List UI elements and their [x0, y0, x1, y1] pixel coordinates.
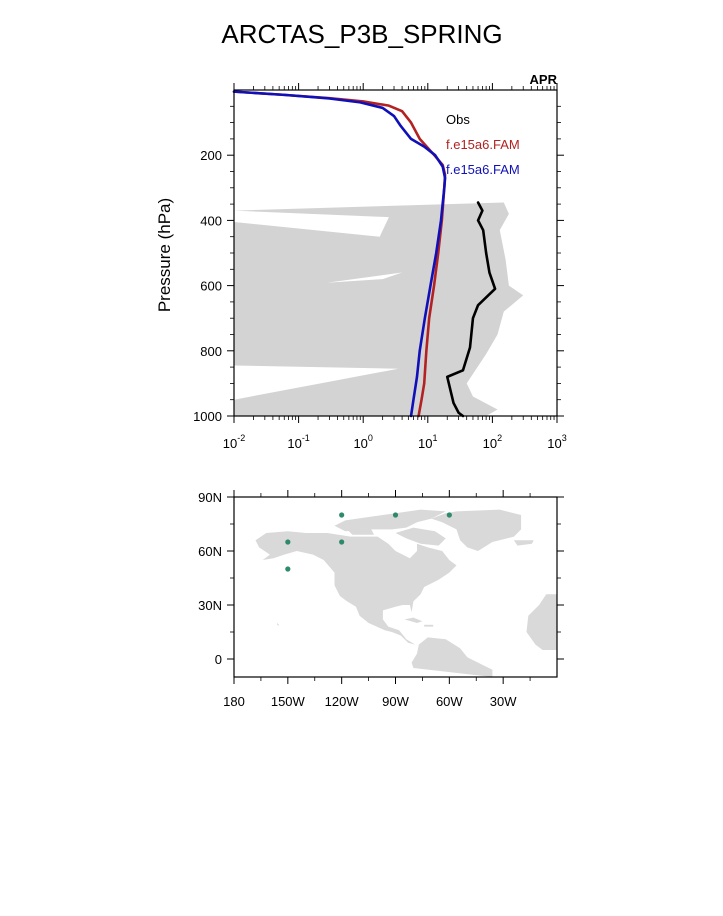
corner-label: APR	[530, 72, 558, 87]
landmass-8	[404, 617, 423, 623]
map-ticks: 180 150W 120W 90W 60W 30W 90N 60N 30N 0	[198, 490, 564, 709]
map-lon-label-1: 150W	[271, 694, 306, 709]
x-tick-label-3: 101	[418, 433, 437, 451]
x-tick-label-4: 102	[483, 433, 502, 451]
y-tick-label-4: 1000	[193, 409, 222, 424]
land-layer	[255, 509, 557, 677]
legend-entry-0: Obs	[446, 112, 470, 127]
spread-band-layer	[234, 202, 524, 416]
legend: Obs f.e15a6.FAM f.e15a6.FAM	[446, 112, 520, 177]
y-tick-label-3: 800	[200, 344, 222, 359]
y-tick-label-2: 600	[200, 279, 222, 294]
map-lon-label-2: 120W	[325, 694, 360, 709]
map-lat-label-3: 0	[215, 652, 222, 667]
y-tick-label-1: 400	[200, 213, 222, 228]
site-marker-3	[285, 539, 291, 545]
y-axis-label: Pressure (hPa)	[155, 198, 174, 312]
location-map: 180 150W 120W 90W 60W 30W 90N 60N 30N 0	[198, 490, 564, 709]
landmass-9	[424, 624, 434, 627]
legend-entry-2: f.e15a6.FAM	[446, 162, 520, 177]
series-line-2	[232, 90, 447, 418]
site-marker-1	[392, 512, 399, 518]
figure-title: ARCTAS_P3B_SPRING	[221, 19, 502, 49]
landmass-7	[526, 594, 557, 650]
landmass-0	[255, 531, 457, 645]
site-marker-0	[339, 512, 345, 518]
x-tick-label-1: 10-1	[287, 433, 309, 451]
series-line-0	[445, 201, 497, 418]
map-lon-label-0: 180	[223, 694, 245, 709]
landmass-4	[345, 527, 374, 535]
x-tick-label-2: 100	[353, 433, 372, 451]
obs-spread-band	[234, 202, 524, 416]
landmass-5	[513, 540, 534, 546]
site-markers	[285, 512, 452, 572]
landmass-6	[411, 637, 493, 677]
x-tick-label-5: 103	[547, 433, 566, 451]
landmass-10	[277, 623, 279, 626]
site-marker-5	[285, 566, 291, 572]
series-lines	[232, 90, 497, 418]
map-lat-label-2: 30N	[198, 598, 222, 613]
map-lon-label-5: 30W	[490, 694, 517, 709]
landmass-2	[334, 509, 446, 532]
landmass-1	[431, 509, 522, 551]
map-lon-label-4: 60W	[436, 694, 463, 709]
legend-entry-1: f.e15a6.FAM	[446, 137, 520, 152]
map-lat-label-0: 90N	[198, 490, 222, 505]
site-marker-4	[339, 539, 345, 545]
map-lon-label-3: 90W	[382, 694, 409, 709]
x-tick-label-0: 10-2	[223, 433, 245, 451]
map-lat-label-1: 60N	[198, 544, 222, 559]
site-marker-2	[446, 512, 452, 518]
landmass-3	[395, 527, 446, 546]
y-tick-label-0: 200	[200, 148, 222, 163]
